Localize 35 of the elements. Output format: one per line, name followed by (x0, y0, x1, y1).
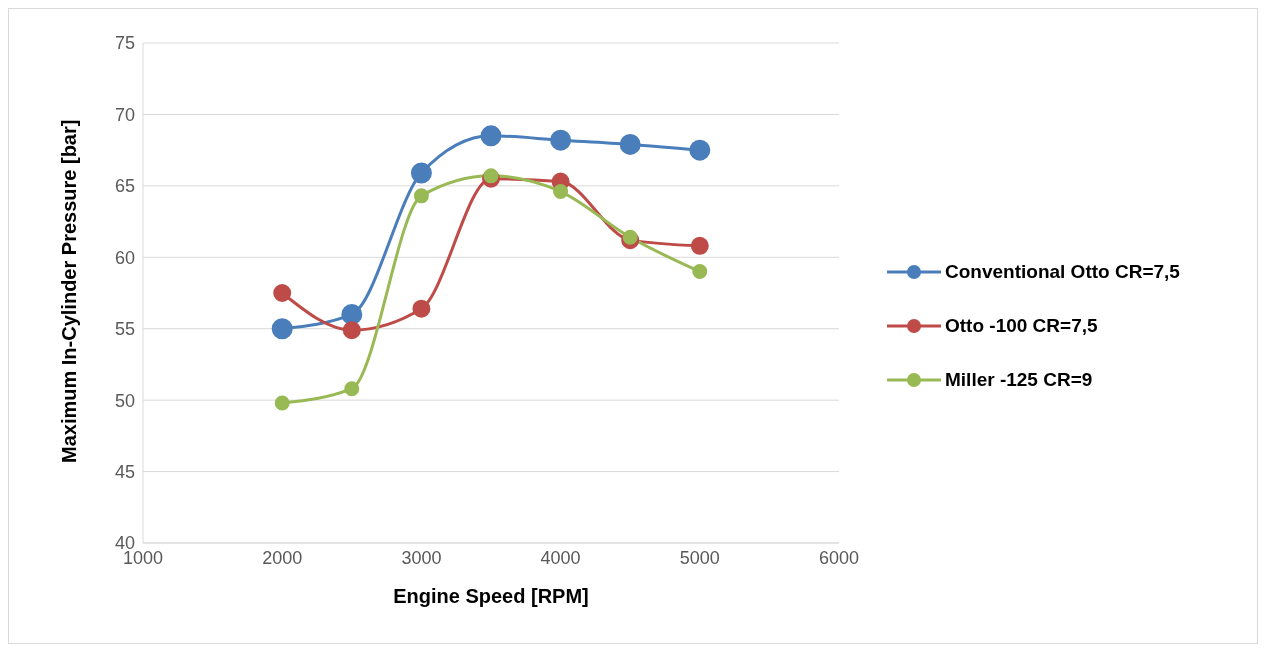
x-tick-label: 2000 (262, 547, 303, 568)
y-tick-label: 60 (114, 247, 135, 268)
y-tick-label: 50 (114, 390, 135, 411)
point (413, 188, 429, 204)
point (344, 381, 360, 397)
x-tick-label: 5000 (679, 547, 720, 568)
point (692, 264, 708, 280)
y-tick-label: 65 (114, 176, 135, 197)
point (273, 284, 292, 302)
point (341, 303, 363, 325)
point (410, 162, 432, 184)
x-tick-label: 6000 (818, 547, 860, 568)
point (550, 129, 572, 151)
legend-label: Otto -100 CR=7,5 (945, 315, 1098, 337)
x-tick-label: 3000 (401, 547, 442, 568)
point (553, 184, 569, 200)
y-tick-label: 70 (114, 104, 135, 125)
point (412, 299, 431, 318)
legend-label: Miller -125 CR=9 (945, 369, 1093, 391)
point (342, 321, 361, 340)
legend-label: Conventional Otto CR=7,5 (945, 261, 1180, 283)
point (619, 133, 641, 155)
x-tick-label: 4000 (540, 547, 581, 568)
y-tick-label: 55 (114, 319, 135, 340)
point (271, 318, 293, 340)
x-axis-title: Engine Speed [RPM] (393, 585, 589, 607)
point (483, 168, 499, 184)
point (690, 236, 709, 255)
point (622, 229, 638, 245)
y-tick-label: 45 (114, 461, 135, 482)
y-tick-label: 75 (114, 33, 135, 54)
point (480, 125, 502, 147)
point (274, 395, 290, 411)
point (689, 139, 711, 161)
y-axis-title: Maximum In-Cylinder Pressure [bar] (58, 119, 81, 463)
